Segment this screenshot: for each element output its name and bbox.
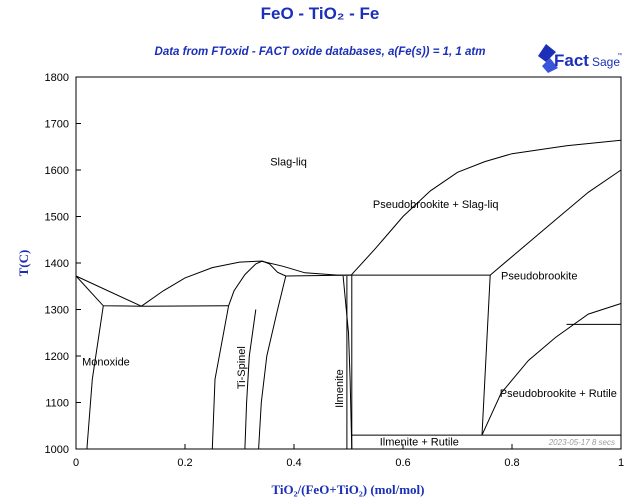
chart-subtitle: Data from FToxid - FACT oxide databases,… xyxy=(154,46,486,58)
phase-boundary-line xyxy=(244,309,257,450)
phase-boundary-line xyxy=(75,275,142,307)
phase-boundary-line xyxy=(342,275,353,450)
y-tick-label: 1800 xyxy=(45,72,69,84)
axis-ticks: 0 0.2 0.4 0.6 0.8 1 1000 1100 1200 1300 1400 1500 16… xyxy=(45,72,625,469)
phase-boundaries xyxy=(75,139,622,450)
x-tick-label: 0.2 xyxy=(177,457,192,469)
svg-text:™: ™ xyxy=(617,52,622,59)
phase-boundary-line xyxy=(350,139,622,276)
svg-text:Sage: Sage xyxy=(592,55,620,69)
y-tick-label: 1700 xyxy=(45,119,69,131)
phase-boundary-line xyxy=(481,275,491,436)
y-tick-label: 1100 xyxy=(45,398,69,410)
x-axis-label: TiO₂/(FeO+TiO₂) (mol/mol) xyxy=(271,482,424,497)
x-tick-label: 0.8 xyxy=(504,457,519,469)
y-tick-label: 1500 xyxy=(45,212,69,224)
x-tick-label: 1 xyxy=(618,457,624,469)
phase-boundary-line xyxy=(258,275,287,450)
phase-boundary-line xyxy=(285,274,352,277)
phase-boundary-line xyxy=(481,303,622,436)
phase-boundary-line xyxy=(75,275,229,307)
phase-region-label: Pseudobrookite xyxy=(501,270,577,282)
y-tick-label: 1000 xyxy=(45,444,69,456)
phase-region-labels: Slag-liq Pseudobrookite + Slag-liq Pseudob… xyxy=(82,156,617,448)
factsage-logo-icon: Fact Sage ™ xyxy=(538,44,622,73)
phase-boundary-line xyxy=(351,169,622,276)
chart-title: FeO - TiO₂ - Fe xyxy=(260,4,380,23)
y-tick-label: 1300 xyxy=(45,305,69,317)
y-tick-label: 1400 xyxy=(45,258,69,270)
x-tick-label: 0 xyxy=(73,457,79,469)
phase-region-label: Slag-liq xyxy=(270,156,307,168)
phase-region-label: Pseudobrookite + Rutile xyxy=(500,388,617,400)
phase-boundary-line xyxy=(228,260,287,306)
phase-boundary-line xyxy=(86,305,104,450)
svg-text:Fact: Fact xyxy=(554,51,589,70)
phase-boundary-line xyxy=(211,305,230,450)
y-axis-label: T(C) xyxy=(16,250,31,277)
x-tick-label: 0.4 xyxy=(286,457,301,469)
phase-region-label: Ti-Spinel xyxy=(236,346,248,389)
phase-region-label: Monoxide xyxy=(82,356,130,368)
phase-region-label: Ilmenite + Rutile xyxy=(380,436,459,448)
x-tick-label: 0.6 xyxy=(395,457,410,469)
phase-boundary-line xyxy=(141,260,352,307)
y-tick-label: 1600 xyxy=(45,165,69,177)
y-tick-label: 1200 xyxy=(45,351,69,363)
phase-region-label: Ilmenite xyxy=(334,369,346,408)
phase-region-label: Pseudobrookite + Slag-liq xyxy=(373,199,499,211)
timestamp-stamp: 2023-05-17 8 secs xyxy=(548,438,615,447)
